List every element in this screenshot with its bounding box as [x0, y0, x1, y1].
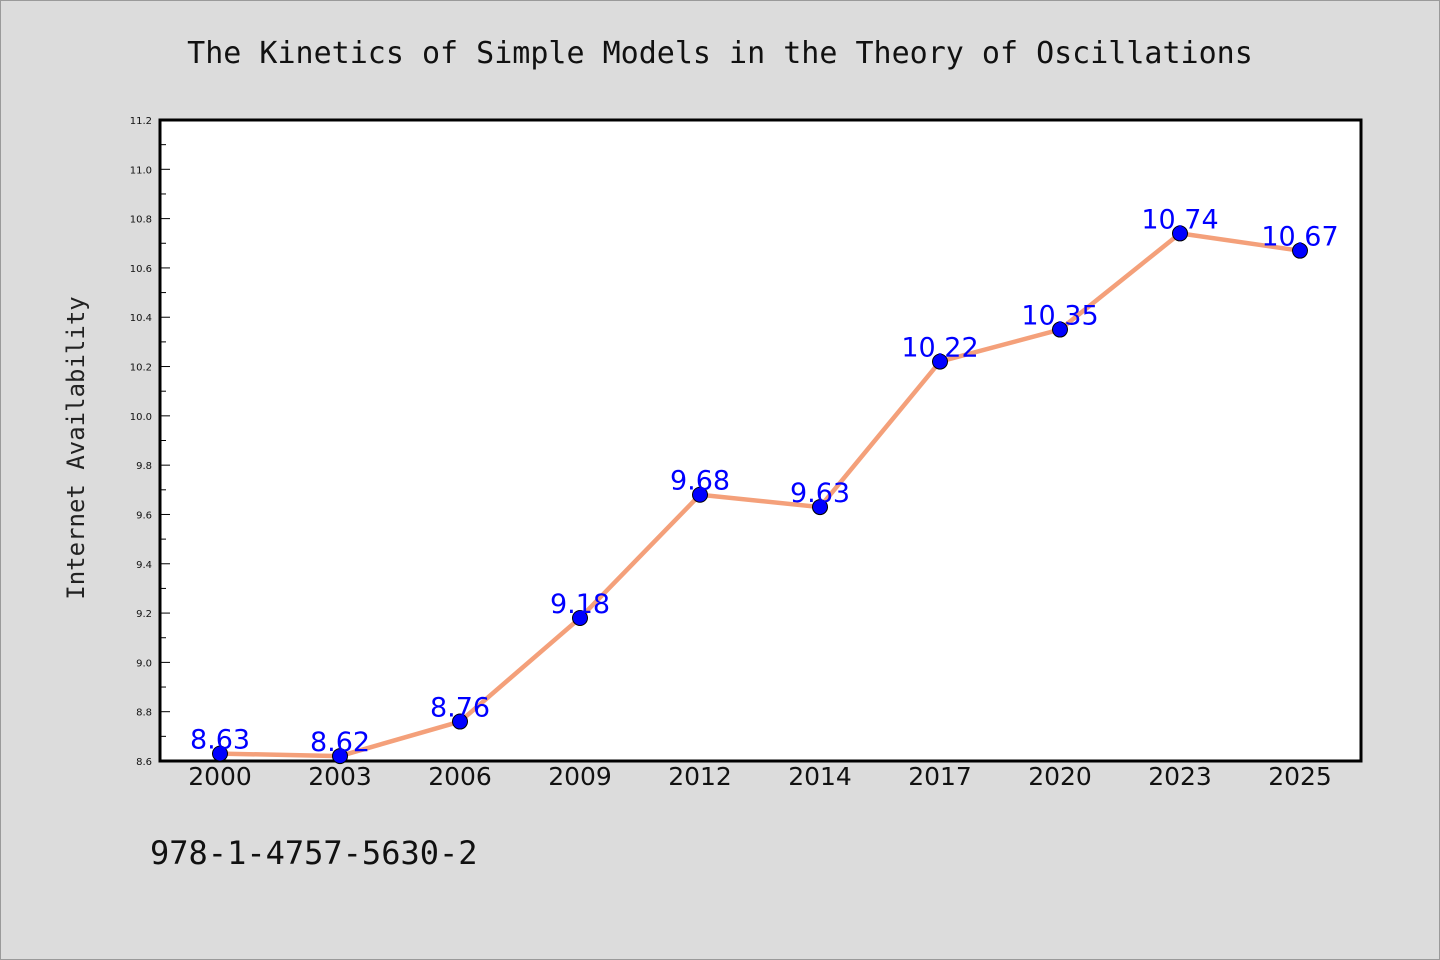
data-label: 10.74	[1141, 204, 1218, 235]
x-tick-label: 2006	[428, 762, 492, 791]
data-label: 9.68	[670, 466, 730, 497]
isbn-footer: 978-1-4757-5630-2	[150, 834, 478, 872]
y-tick-label: 9.6	[136, 510, 152, 521]
y-tick-label: 9.2	[136, 609, 152, 620]
data-point	[1052, 321, 1068, 338]
x-tick-label: 2017	[908, 762, 972, 791]
y-tick-label: 9.0	[136, 658, 152, 669]
y-tick-label: 8.6	[136, 757, 152, 768]
y-tick-label: 11.2	[130, 116, 152, 127]
data-point	[452, 713, 468, 730]
plot-area	[158, 118, 1363, 763]
x-tick-label: 2009	[548, 762, 612, 791]
x-tick-label: 2020	[1028, 762, 1092, 791]
y-tick-label: 9.4	[136, 560, 152, 571]
y-tick-label: 10.6	[130, 264, 152, 275]
chart-title: The Kinetics of Simple Models in the The…	[187, 36, 1253, 71]
data-point	[1172, 225, 1188, 242]
data-point	[572, 610, 588, 627]
x-tick-label: 2023	[1148, 762, 1212, 791]
y-tick-label: 9.8	[136, 461, 152, 472]
data-label: 8.62	[310, 727, 370, 758]
x-tick-label: 2003	[308, 762, 372, 791]
data-point	[1292, 242, 1308, 259]
x-tick-label: 2012	[668, 762, 732, 791]
x-axis-ticks: 2000 2003 2006 2009 2012 2014 2017 2020 2023 2025	[188, 762, 1332, 791]
data-label: 10.22	[901, 333, 978, 364]
y-axis-label: Internet Availability	[62, 296, 90, 599]
data-label: 9.18	[550, 589, 610, 620]
x-tick-label: 2014	[788, 762, 852, 791]
y-tick-label: 11.0	[130, 165, 152, 176]
data-point	[332, 748, 348, 765]
data-label: 10.35	[1021, 301, 1098, 332]
y-tick-label: 8.8	[136, 708, 152, 719]
data-point	[812, 499, 828, 516]
data-label: 9.63	[790, 478, 850, 509]
x-tick-label: 2000	[188, 762, 252, 791]
y-tick-label: 10.4	[130, 313, 152, 324]
series-group: 8.63 8.62 8.76 9.18 9.68 9.63 10.22 10.35 10.74 1…	[190, 204, 1339, 765]
y-tick-label: 10.0	[130, 412, 152, 423]
data-label: 10.67	[1261, 222, 1338, 253]
y-axis-ticks: 8.6 8.8 9.0 9.2 9.4 9.6 9.8 10.0 10.2 10.4 10.6 10.…	[130, 116, 170, 768]
series-line	[219, 231, 1301, 759]
y-tick-label: 10.2	[130, 363, 152, 374]
data-label: 8.63	[190, 725, 250, 756]
x-tick-label: 2025	[1268, 762, 1332, 791]
data-point	[692, 486, 708, 503]
data-point	[212, 745, 228, 762]
data-point	[932, 353, 948, 370]
y-tick-label: 10.8	[130, 215, 152, 226]
data-label: 8.76	[430, 693, 490, 724]
